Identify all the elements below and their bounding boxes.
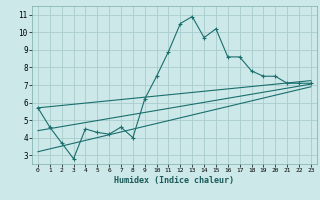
X-axis label: Humidex (Indice chaleur): Humidex (Indice chaleur) [115,176,234,185]
